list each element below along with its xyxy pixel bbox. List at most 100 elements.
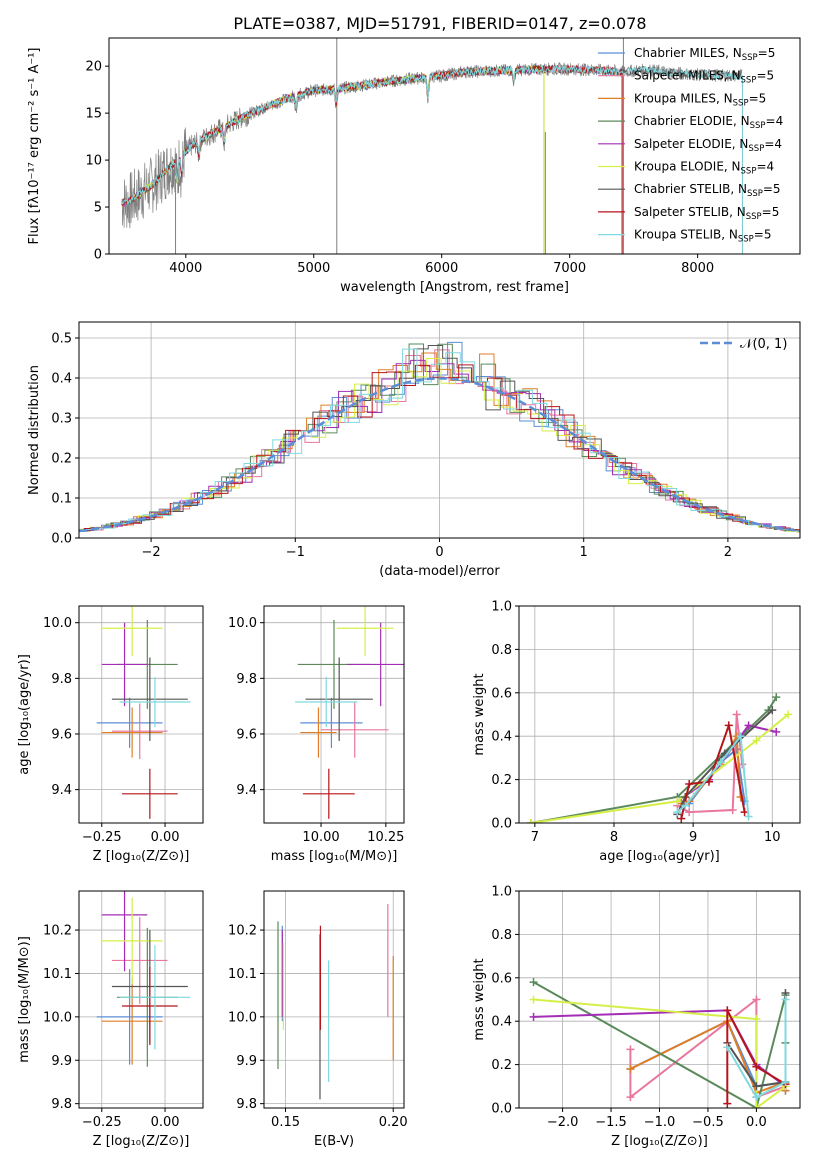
error-point-kroupa_elodie [101, 606, 163, 657]
y-tick-label: 9.9 [236, 1054, 257, 1069]
weight-marker [732, 710, 741, 719]
x-tick-label: 0.00 [151, 830, 180, 845]
y-tick-label: 9.8 [236, 672, 257, 687]
legend-sub: SSP [738, 235, 754, 245]
weight-vs-age-panel: 7 8 9 10 0.0 0.2 0.4 0.6 0.8 1.0 age [log₁₀(age/yr… [472, 600, 801, 864]
legend-suffix: =4 [764, 137, 782, 151]
axes-frame [263, 605, 405, 824]
legend-label: Salpeter ELODIE, N [634, 137, 748, 151]
error-point-salpeter_stelib [122, 966, 178, 1046]
weight-marker [752, 1015, 761, 1024]
legend-suffix: =5 [763, 182, 781, 196]
y-tick-label: 5 [94, 201, 102, 216]
x-axis-label: (data-model)/error [379, 564, 500, 579]
y-tick-label: 9.8 [51, 1097, 72, 1112]
y-tick-label: 10.2 [43, 924, 72, 939]
y-tick-label: 0.0 [51, 532, 72, 547]
axes-frame [78, 605, 204, 824]
legend-entry: Chabrier ELODIE, NSSP=4 [634, 114, 783, 131]
y-axis-label: age [log₁₀(age/yr)] [17, 654, 32, 775]
weight-marker [744, 721, 753, 730]
legend-entry: Kroupa ELODIE, NSSP=4 [634, 160, 774, 177]
weight-marker [704, 777, 713, 786]
legend-entry: Chabrier MILES, NSSP=5 [634, 46, 775, 63]
error-point-salpeter_miles [111, 703, 168, 760]
y-tick-label: 9.4 [51, 783, 72, 798]
error-point-kroupa_elodie [101, 897, 163, 985]
weight-marker [723, 1099, 732, 1108]
plot-area [526, 693, 793, 823]
grid-lines [79, 606, 203, 823]
error-point-salpeter_stelib [122, 768, 178, 819]
weight-marker [529, 995, 538, 1004]
plot-area [121, 38, 743, 254]
weight-marker [716, 758, 725, 767]
x-tick-label: 10.00 [302, 830, 339, 845]
weight-marker [744, 812, 753, 821]
x-tick-label: 4000 [169, 261, 202, 276]
x-axis-label: wavelength [Angstrom, rest frame] [340, 280, 569, 295]
x-tick-label: −1.0 [644, 1115, 676, 1130]
weight-marker [752, 1093, 761, 1102]
y-tick-label: 1.0 [491, 885, 512, 900]
x-tick-label: −1.5 [595, 1115, 627, 1130]
legend-label: Salpeter STELIB, N [634, 205, 746, 219]
x-tick-label: −1 [286, 545, 305, 560]
error-point-kroupa_stelib [295, 676, 358, 728]
axes-frame [78, 890, 204, 1109]
mass-vs-ebv-panel: 0.15 0.20 9.8 9.9 10.0 10.1 10.2 E(B-V) [228, 890, 408, 1149]
y-tick-label: 0 [94, 248, 102, 263]
grid-lines [264, 891, 404, 1108]
weight-marker [781, 995, 790, 1004]
error-point-salpeter_elodie [346, 622, 404, 707]
y-tick-label: 0.2 [491, 773, 512, 788]
y-tick-label: 9.6 [236, 727, 257, 742]
weight-marker [626, 1045, 635, 1054]
y-tick-label: 20 [85, 60, 102, 75]
y-tick-label: 0.1 [51, 492, 72, 507]
y-tick-label: 0.8 [491, 928, 512, 943]
normal-curve [79, 377, 800, 533]
x-tick-label: −2 [142, 545, 161, 560]
y-tick-label: 10 [85, 154, 102, 169]
y-axis-label: mass weight [472, 958, 487, 1040]
x-tick-label: 2 [724, 545, 732, 560]
x-axis-label: Z [log₁₀(Z/Z⊙)] [611, 1134, 708, 1149]
legend-label: Chabrier ELODIE, N [634, 114, 750, 128]
y-tick-label: 10.1 [43, 967, 72, 982]
legend-sub: SSP [741, 167, 757, 177]
x-tick-label: 10 [764, 830, 781, 845]
y-tick-label: 0.4 [491, 730, 512, 745]
legend-sub: SSP [748, 144, 764, 154]
error-point-kroupa_miles [300, 707, 337, 758]
grid-lines [79, 891, 203, 1108]
weight-marker [768, 706, 777, 715]
weight-marker [752, 1082, 761, 1091]
x-tick-label: −2.0 [547, 1115, 579, 1130]
error-point-salpeter_elodie [101, 891, 148, 972]
error-point-chabrier_stelib [305, 657, 373, 741]
weight-marker [772, 693, 781, 702]
grid-lines [519, 605, 800, 824]
x-tick-label: 5000 [297, 261, 330, 276]
plot-area [96, 606, 191, 819]
y-tick-label: 0.4 [51, 372, 72, 387]
weight-marker [526, 819, 535, 823]
weight-line [726, 1009, 787, 1104]
model-spectrum-kroupa_stelib [121, 64, 743, 206]
weight-marker [784, 710, 793, 719]
legend-suffix: =4 [766, 114, 784, 128]
x-axis-label: mass [log₁₀(M/M⊙)] [271, 849, 398, 864]
y-tick-label: 0.6 [491, 971, 512, 986]
weight-series-salpeter_stelib [677, 721, 749, 823]
weight-marker [681, 801, 690, 810]
age-vs-metallicity-panel: −0.25 0.00 9.4 9.6 9.8 10.0 Z [log₁₀(Z/Z⊙)] age… [17, 605, 204, 864]
weight-marker [723, 1043, 732, 1052]
legend-suffix: =5 [749, 91, 767, 105]
weight-marker [673, 808, 682, 817]
weight-marker [626, 1093, 635, 1102]
x-tick-label: 8000 [681, 261, 714, 276]
y-tick-label: 0.8 [491, 643, 512, 658]
x-tick-label: 0.20 [379, 1115, 408, 1130]
weight-marker [772, 727, 781, 736]
